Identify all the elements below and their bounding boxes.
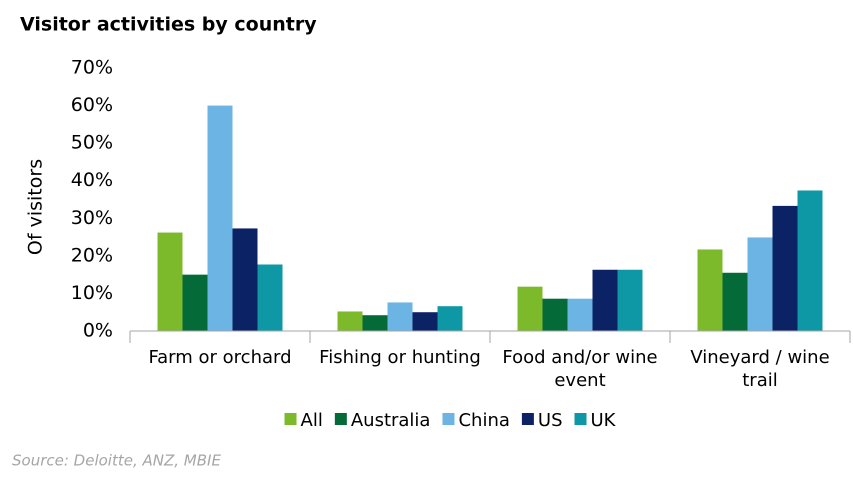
bar bbox=[207, 105, 233, 331]
legend-label: All bbox=[301, 410, 323, 431]
bar bbox=[567, 298, 593, 331]
bar bbox=[412, 312, 438, 331]
legend-swatch bbox=[284, 413, 297, 425]
y-tick-label: 50% bbox=[71, 132, 113, 154]
x-tick-label: Food and/or wine event bbox=[502, 347, 658, 391]
legend-label: Australia bbox=[351, 410, 431, 431]
y-tick-label: 10% bbox=[71, 282, 113, 304]
bar bbox=[722, 272, 748, 331]
legend-swatch bbox=[574, 413, 587, 425]
bar bbox=[542, 298, 568, 331]
bar bbox=[747, 237, 773, 331]
y-tick-label: 40% bbox=[71, 169, 113, 191]
y-tick-label: 0% bbox=[83, 320, 113, 342]
bar bbox=[617, 269, 643, 331]
y-tick-label: 70% bbox=[71, 57, 113, 79]
bar bbox=[387, 302, 413, 331]
bar bbox=[157, 232, 183, 331]
bar bbox=[697, 249, 723, 331]
x-tick-label: Vineyard / wine trail bbox=[690, 347, 830, 391]
bar bbox=[797, 190, 823, 331]
legend-swatch bbox=[521, 413, 534, 425]
bar bbox=[232, 228, 258, 331]
y-tick-label: 60% bbox=[71, 94, 113, 116]
bar bbox=[337, 311, 363, 331]
x-tick-label: Fishing or hunting bbox=[319, 347, 481, 368]
bar bbox=[362, 315, 388, 331]
bar bbox=[592, 269, 618, 331]
bar bbox=[517, 286, 543, 331]
bar bbox=[772, 205, 798, 331]
y-tick-label: 30% bbox=[71, 207, 113, 229]
bar bbox=[182, 274, 208, 331]
legend-label: UK bbox=[591, 410, 617, 431]
y-tick-label: 20% bbox=[71, 244, 113, 266]
chart-title: Visitor activities by country bbox=[20, 14, 317, 36]
legend-swatch bbox=[334, 413, 347, 425]
legend-label: China bbox=[458, 410, 509, 431]
y-axis-label: Of visitors bbox=[25, 159, 47, 255]
legend-label: US bbox=[538, 410, 563, 431]
bar bbox=[257, 264, 283, 331]
bar bbox=[437, 306, 463, 331]
source-note: Source: Deloitte, ANZ, MBIE bbox=[12, 452, 221, 470]
x-tick-label: Farm or orchard bbox=[148, 347, 292, 368]
legend-swatch bbox=[442, 413, 455, 425]
